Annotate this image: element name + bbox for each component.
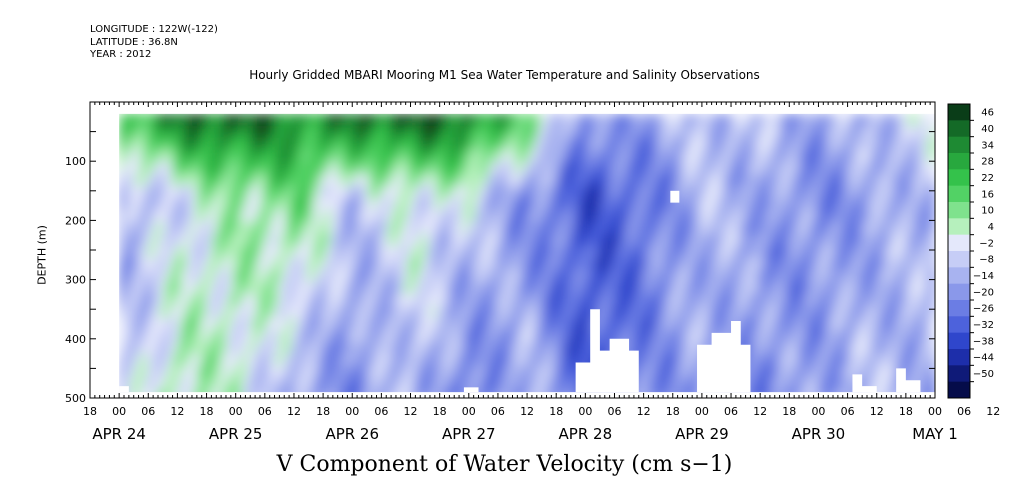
colorbar-swatch bbox=[948, 120, 970, 138]
x-tick-label: 18 bbox=[549, 405, 563, 418]
colorbar-label: 46 bbox=[981, 108, 994, 119]
y-tick-label: 300 bbox=[65, 274, 86, 287]
x-day-label: APR 28 bbox=[559, 425, 613, 443]
x-day-label: APR 25 bbox=[209, 425, 263, 443]
colorbar-swatch bbox=[948, 153, 970, 170]
colorbar-label: 34 bbox=[981, 140, 994, 151]
x-tick-label: 06 bbox=[374, 405, 388, 418]
colorbar-swatch bbox=[948, 185, 970, 203]
x-tick-label: 06 bbox=[141, 405, 155, 418]
colorbar-swatch bbox=[948, 365, 970, 383]
x-day-label: APR 27 bbox=[442, 425, 496, 443]
missing-data-gap bbox=[463, 387, 479, 393]
colorbar-swatch bbox=[948, 316, 970, 334]
x-day-label: APR 29 bbox=[675, 425, 729, 443]
x-tick-label: 00 bbox=[695, 405, 709, 418]
colorbar-label: −50 bbox=[973, 369, 994, 380]
x-axis-ticks: 18 00 06 12 18 00 06 12 18 00 06 12 18 00 06 12 18 00 06 12… bbox=[83, 102, 1000, 443]
x-day-label: APR 26 bbox=[325, 425, 379, 443]
colorbar-label: 10 bbox=[981, 206, 994, 217]
colorbar-label: 40 bbox=[981, 124, 994, 135]
missing-data-gap bbox=[670, 190, 680, 203]
x-tick-label: 00 bbox=[112, 405, 126, 418]
colorbar-swatch bbox=[948, 251, 970, 268]
colorbar-label: 28 bbox=[981, 157, 994, 168]
x-tick-label: 06 bbox=[724, 405, 738, 418]
colorbar-label: −2 bbox=[979, 238, 994, 249]
colorbar-swatch bbox=[948, 349, 970, 366]
colorbar-swatch bbox=[948, 300, 970, 317]
x-tick-label: 18 bbox=[666, 405, 680, 418]
x-tick-label: 00 bbox=[928, 405, 942, 418]
colorbar-swatch bbox=[948, 202, 970, 219]
colorbar-label: −38 bbox=[973, 336, 994, 347]
colorbar-swatch bbox=[948, 169, 970, 187]
x-tick-label: 12 bbox=[520, 405, 534, 418]
colorbar: 46 40 34 28 22 16 10 4 −2 −8 −14 −20 −26 −32 −38 −44 −50 bbox=[947, 103, 994, 399]
colorbar-label: −20 bbox=[973, 287, 994, 298]
x-tick-label: 00 bbox=[811, 405, 825, 418]
y-tick-label: 400 bbox=[65, 333, 86, 346]
x-tick-label: 12 bbox=[170, 405, 184, 418]
missing-data-gap bbox=[697, 321, 751, 393]
x-tick-label: 12 bbox=[637, 405, 651, 418]
colorbar-label: 4 bbox=[988, 222, 994, 233]
chart-title: Hourly Gridded MBARI Mooring M1 Sea Wate… bbox=[249, 68, 760, 82]
latitude-label: LATITUDE : 36.8N bbox=[90, 36, 178, 48]
colorbar-swatch bbox=[948, 381, 970, 399]
colorbar-label: −26 bbox=[973, 304, 994, 315]
colorbar-swatch bbox=[948, 332, 970, 350]
x-tick-label: 00 bbox=[578, 405, 592, 418]
colorbar-label: 16 bbox=[981, 189, 994, 200]
x-day-label: APR 24 bbox=[92, 425, 146, 443]
year-label: YEAR : 2012 bbox=[90, 49, 152, 60]
x-tick-label: 00 bbox=[229, 405, 243, 418]
colorbar-swatch bbox=[948, 267, 970, 285]
x-tick-label: 00 bbox=[345, 405, 359, 418]
y-axis-ticks: 100 200 300 400 500 bbox=[65, 101, 935, 405]
x-tick-label: 12 bbox=[753, 405, 767, 418]
missing-data-gaps bbox=[119, 190, 921, 393]
x-tick-label: 18 bbox=[782, 405, 796, 418]
x-tick-label: 00 bbox=[462, 405, 476, 418]
x-tick-label: 06 bbox=[957, 405, 971, 418]
y-tick-label: 100 bbox=[65, 155, 86, 168]
colorbar-label: 22 bbox=[981, 173, 994, 184]
location-metadata: LONGITUDE : 122W(-122) LATITUDE : 36.8N … bbox=[90, 24, 218, 62]
missing-data-gap bbox=[896, 368, 921, 393]
colorbar-label: −14 bbox=[973, 271, 994, 282]
x-tick-label: 18 bbox=[316, 405, 330, 418]
x-tick-label: 06 bbox=[491, 405, 505, 418]
missing-data-gap bbox=[119, 386, 129, 393]
x-tick-label: 18 bbox=[83, 405, 97, 418]
x-tick-label: 18 bbox=[200, 405, 214, 418]
colorbar-label: −44 bbox=[973, 353, 994, 364]
colorbar-label: −8 bbox=[979, 255, 994, 266]
contour-field bbox=[119, 113, 935, 393]
missing-data-gap bbox=[852, 374, 877, 393]
x-tick-label: 18 bbox=[899, 405, 913, 418]
x-tick-label: 06 bbox=[841, 405, 855, 418]
x-tick-label: 12 bbox=[404, 405, 418, 418]
colorbar-swatch bbox=[948, 136, 970, 154]
x-day-label: MAY 1 bbox=[912, 425, 958, 443]
x-tick-label: 06 bbox=[607, 405, 621, 418]
x-day-label: APR 30 bbox=[792, 425, 846, 443]
colorbar-swatch bbox=[948, 283, 970, 301]
colorbar-swatch bbox=[948, 104, 970, 121]
x-axis-label: V Component of Water Velocity (cm s−1) bbox=[276, 452, 733, 477]
y-tick-label: 200 bbox=[65, 214, 86, 227]
colorbar-swatch bbox=[948, 234, 970, 252]
x-tick-label: 18 bbox=[433, 405, 447, 418]
y-tick-label: 500 bbox=[65, 392, 86, 405]
x-tick-label: 06 bbox=[258, 405, 272, 418]
colorbar-label: −32 bbox=[973, 320, 994, 331]
colorbar-swatch bbox=[948, 218, 970, 236]
missing-data-gap bbox=[575, 309, 639, 393]
x-tick-label: 12 bbox=[287, 405, 301, 418]
x-tick-label: 12 bbox=[986, 405, 1000, 418]
x-tick-label: 12 bbox=[870, 405, 884, 418]
longitude-label: LONGITUDE : 122W(-122) bbox=[90, 24, 218, 35]
